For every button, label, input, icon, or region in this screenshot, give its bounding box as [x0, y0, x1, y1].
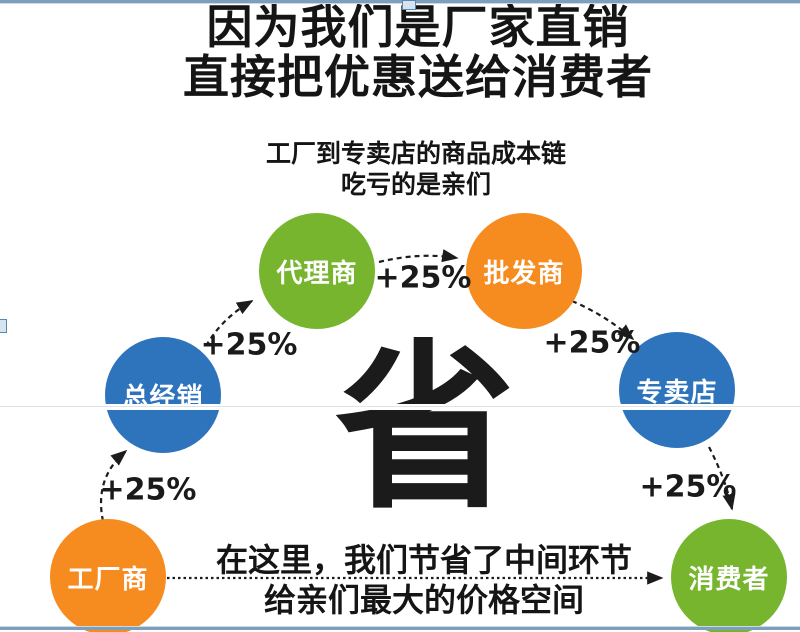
selection-handle-left[interactable]	[0, 319, 7, 333]
node-factory-label: 工厂商	[67, 564, 149, 595]
markup-label-factory-general: +25%	[99, 472, 197, 508]
node-wholesaler-label: 批发商	[483, 258, 565, 289]
arrow-wholesaler-to-store	[571, 299, 635, 341]
node-exclusive-store-label: 专卖店	[636, 377, 718, 408]
selection-border-top	[0, 0, 800, 3]
footer-message: 在这里，我们节省了中间环节 给亲们最大的价格空间	[24, 540, 800, 620]
footer-line-2: 给亲们最大的价格空间	[263, 581, 584, 619]
selection-border-bottom	[0, 627, 800, 630]
node-exclusive-store: 专卖店	[619, 332, 735, 448]
title-line-1: 因为我们是厂家直销	[206, 0, 630, 54]
node-factory: 工厂商	[50, 519, 166, 632]
footer-line-1: 在这里，我们节省了中间环节	[215, 541, 632, 579]
title-line-2: 直接把优惠送给消费者	[183, 50, 653, 104]
page-break-line	[0, 404, 800, 410]
subtitle: 工厂到专卖店的商品成本链 吃亏的是亲们	[16, 138, 800, 200]
selection-border-top-highlight	[0, 3, 800, 4]
arrow-agent-to-wholesaler	[378, 249, 459, 264]
node-agent-label: 代理商	[276, 258, 358, 289]
node-consumer-label: 消费者	[688, 564, 770, 595]
subtitle-line-1: 工厂到专卖店的商品成本链	[265, 139, 566, 168]
markup-label-wholesaler-store: +25%	[543, 325, 641, 361]
node-wholesaler: 批发商	[466, 213, 582, 329]
markup-label-agent-wholesaler: +25%	[374, 260, 472, 296]
node-consumer: 消费者	[671, 519, 787, 632]
markup-label-store-consumer: +25%	[639, 469, 737, 505]
node-agent: 代理商	[259, 213, 375, 329]
selection-handle-top[interactable]	[402, 0, 416, 10]
save-glyph: 省	[334, 324, 516, 534]
page-break-rule	[0, 406, 800, 407]
arrow-factory-to-general	[99, 449, 128, 522]
subtitle-line-2: 吃亏的是亲们	[340, 170, 491, 199]
arrow-general-to-agent	[205, 300, 254, 347]
selection-border-bottom-highlight	[0, 626, 800, 627]
page-title: 因为我们是厂家直销 直接把优惠送给消费者	[18, 2, 800, 102]
markup-label-general-agent: +25%	[200, 327, 298, 363]
